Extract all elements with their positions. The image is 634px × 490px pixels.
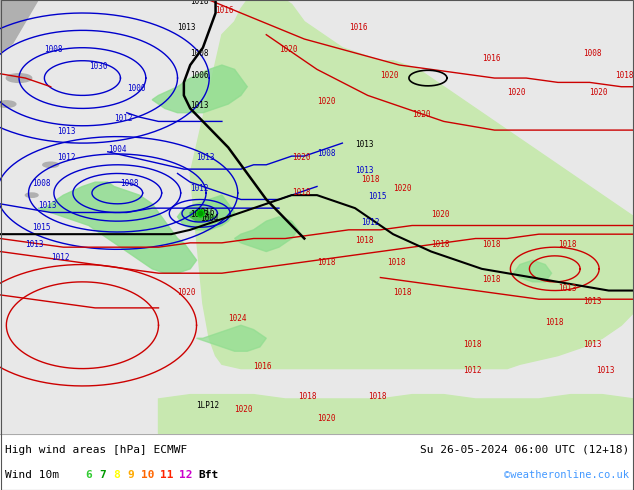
Text: High wind areas [hPa] ECMWF: High wind areas [hPa] ECMWF xyxy=(5,445,187,455)
Text: 1016: 1016 xyxy=(482,54,500,63)
Polygon shape xyxy=(178,195,235,230)
Text: 1013: 1013 xyxy=(583,296,602,306)
Text: 1016: 1016 xyxy=(197,208,215,217)
Text: 1020: 1020 xyxy=(507,88,526,98)
Text: 1016: 1016 xyxy=(349,24,367,32)
Text: 1018: 1018 xyxy=(317,258,335,267)
Text: Wind 10m: Wind 10m xyxy=(5,470,59,480)
Text: 1018: 1018 xyxy=(431,240,450,249)
Text: 1013: 1013 xyxy=(596,366,614,375)
Polygon shape xyxy=(190,0,634,368)
Text: Su 26-05-2024 06:00 UTC (12+18): Su 26-05-2024 06:00 UTC (12+18) xyxy=(420,445,629,455)
Text: 1018: 1018 xyxy=(545,318,564,327)
Text: 1018: 1018 xyxy=(558,240,576,249)
Text: 1013: 1013 xyxy=(57,127,75,136)
Text: 1012: 1012 xyxy=(51,253,69,262)
Text: 1LP12: 1LP12 xyxy=(197,401,219,410)
Text: 12: 12 xyxy=(179,470,193,480)
Text: 1013: 1013 xyxy=(38,201,56,210)
Text: ©weatheronline.co.uk: ©weatheronline.co.uk xyxy=(504,470,629,480)
Text: 1016: 1016 xyxy=(216,6,234,15)
Text: 1030: 1030 xyxy=(89,62,107,72)
Text: 1012: 1012 xyxy=(361,219,380,227)
Text: 1004: 1004 xyxy=(200,214,218,223)
Text: 1020: 1020 xyxy=(235,405,253,414)
Text: 1013: 1013 xyxy=(197,153,215,163)
Polygon shape xyxy=(158,394,634,434)
Text: 1020: 1020 xyxy=(317,414,335,423)
Text: 1018: 1018 xyxy=(482,240,500,249)
Text: 8: 8 xyxy=(113,470,120,480)
Text: 1018: 1018 xyxy=(361,175,380,184)
Text: 1018: 1018 xyxy=(292,188,310,197)
Text: 1020: 1020 xyxy=(380,71,399,80)
Text: 1013: 1013 xyxy=(558,284,576,293)
Text: 1006: 1006 xyxy=(190,71,209,80)
Text: 1013: 1013 xyxy=(190,210,209,219)
Ellipse shape xyxy=(25,193,38,197)
Text: 1018: 1018 xyxy=(482,275,500,284)
Polygon shape xyxy=(514,260,552,282)
Text: 1024: 1024 xyxy=(228,314,247,323)
Text: 1018: 1018 xyxy=(355,236,373,245)
Polygon shape xyxy=(235,217,298,251)
Text: 1020: 1020 xyxy=(412,110,430,119)
Text: 1020: 1020 xyxy=(431,210,450,219)
Ellipse shape xyxy=(6,74,32,82)
Text: 1016: 1016 xyxy=(254,362,272,370)
Text: 1020: 1020 xyxy=(178,288,196,297)
Text: 1008: 1008 xyxy=(32,179,50,189)
Text: 1018: 1018 xyxy=(393,288,411,297)
Text: 9: 9 xyxy=(127,470,134,480)
Text: 1018: 1018 xyxy=(463,340,481,349)
Text: 1018: 1018 xyxy=(368,392,386,401)
Text: 1020: 1020 xyxy=(279,45,297,54)
Text: 1020: 1020 xyxy=(393,184,411,193)
Polygon shape xyxy=(0,0,38,52)
Text: 1015: 1015 xyxy=(32,223,50,232)
Text: 1020: 1020 xyxy=(590,88,608,98)
Text: 7: 7 xyxy=(100,470,107,480)
Text: 1018: 1018 xyxy=(298,392,316,401)
Text: 10: 10 xyxy=(141,470,155,480)
Polygon shape xyxy=(225,143,241,165)
Text: 1020: 1020 xyxy=(317,97,335,106)
Polygon shape xyxy=(197,325,266,351)
Ellipse shape xyxy=(0,101,16,107)
Text: 1012: 1012 xyxy=(114,115,133,123)
Text: 1018: 1018 xyxy=(190,0,209,6)
Text: 6: 6 xyxy=(86,470,93,480)
Text: 1008: 1008 xyxy=(317,149,335,158)
Text: 1013: 1013 xyxy=(25,240,44,249)
Text: 11: 11 xyxy=(160,470,174,480)
Text: 1013: 1013 xyxy=(190,101,209,110)
Text: 1012: 1012 xyxy=(57,153,75,163)
Text: 1013: 1013 xyxy=(178,24,196,32)
Ellipse shape xyxy=(43,162,58,168)
Text: 1013: 1013 xyxy=(355,141,373,149)
Text: 1020: 1020 xyxy=(292,153,310,163)
Text: 1008: 1008 xyxy=(44,45,63,54)
Text: 1013: 1013 xyxy=(583,340,602,349)
Polygon shape xyxy=(152,65,247,113)
Text: 1000: 1000 xyxy=(127,84,145,93)
Text: 1018: 1018 xyxy=(615,71,633,80)
Text: 1018: 1018 xyxy=(387,258,405,267)
Text: Bft: Bft xyxy=(198,470,219,480)
Text: 1015: 1015 xyxy=(368,193,386,201)
Text: 1012: 1012 xyxy=(463,366,481,375)
Text: 1004: 1004 xyxy=(108,145,126,154)
Text: 1013: 1013 xyxy=(355,167,373,175)
Text: 1008: 1008 xyxy=(190,49,209,58)
Polygon shape xyxy=(190,208,216,221)
Text: 1008: 1008 xyxy=(583,49,602,58)
Text: 1012: 1012 xyxy=(190,184,209,193)
Polygon shape xyxy=(38,182,197,273)
Text: 1008: 1008 xyxy=(120,179,139,189)
